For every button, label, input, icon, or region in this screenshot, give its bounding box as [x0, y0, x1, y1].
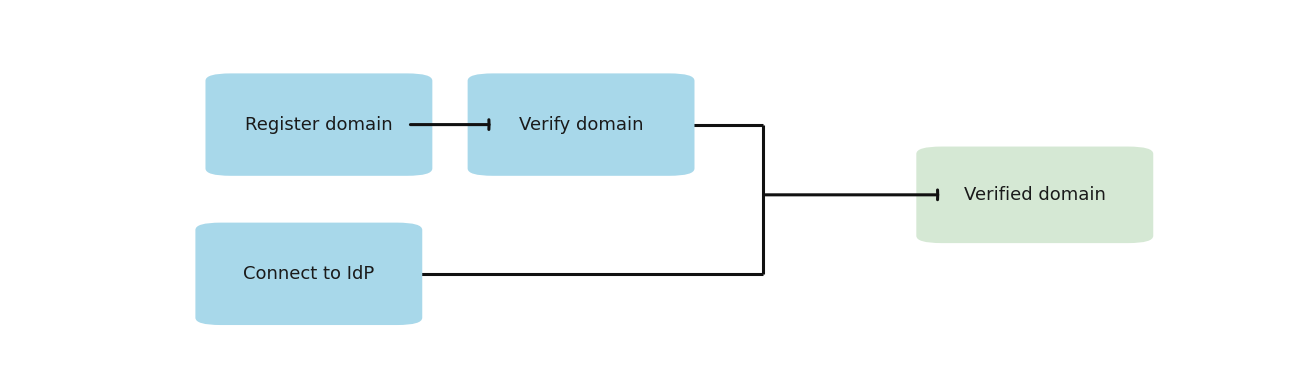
FancyBboxPatch shape — [206, 73, 432, 176]
FancyBboxPatch shape — [916, 147, 1153, 243]
Text: Connect to IdP: Connect to IdP — [243, 265, 375, 283]
Text: Register domain: Register domain — [245, 116, 393, 134]
FancyBboxPatch shape — [195, 223, 423, 325]
Text: Verified domain: Verified domain — [964, 186, 1106, 204]
FancyBboxPatch shape — [467, 73, 695, 176]
Text: Verify domain: Verify domain — [519, 116, 643, 134]
